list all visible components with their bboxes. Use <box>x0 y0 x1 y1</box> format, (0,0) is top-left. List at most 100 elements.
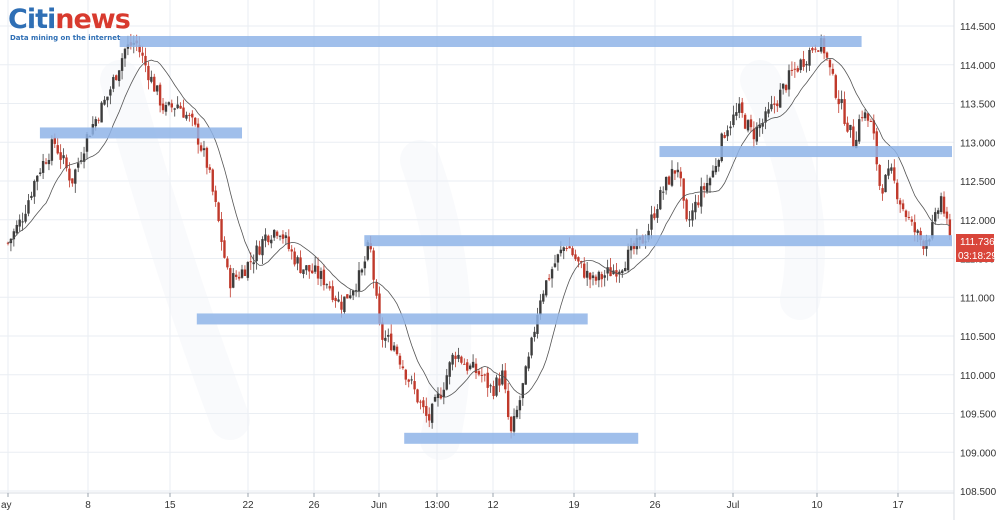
candle-body <box>626 249 630 271</box>
x-tick-labels: ay 8 15 22 26 Jun 13:00 12 19 26 Jul 10 17 <box>1 493 904 511</box>
candle <box>480 367 484 383</box>
candle <box>346 294 349 299</box>
watermark <box>100 60 825 460</box>
candle-body <box>205 147 209 168</box>
candle-body <box>934 212 937 222</box>
candle-body <box>463 363 466 365</box>
candle-body <box>395 346 399 355</box>
candle-body <box>153 76 156 92</box>
y-tick-label: 109.000 <box>960 448 997 459</box>
candle <box>430 402 434 429</box>
candle <box>793 61 797 78</box>
candle <box>752 121 756 148</box>
candle <box>691 203 694 227</box>
candle <box>144 47 147 73</box>
candle-body <box>907 216 911 218</box>
candle-body <box>679 171 682 179</box>
candle-body <box>621 270 624 274</box>
candle-body <box>211 169 214 192</box>
candle-body <box>278 235 282 237</box>
candle-body <box>562 247 565 251</box>
candle-body <box>237 276 241 279</box>
candle <box>562 246 565 260</box>
candle-body <box>6 242 10 244</box>
candle-body <box>65 157 68 169</box>
candle-body <box>79 160 83 162</box>
candle-body <box>454 355 457 359</box>
candle <box>612 264 615 275</box>
candle <box>202 140 206 157</box>
candle <box>781 83 785 95</box>
candle <box>583 257 586 279</box>
candle-body <box>670 168 674 186</box>
candle <box>825 51 829 62</box>
candle <box>363 256 367 276</box>
candle-body <box>583 263 586 278</box>
candle-body <box>761 122 764 127</box>
candle <box>433 394 437 403</box>
last-price-label: 111.736 <box>960 237 995 248</box>
candle <box>740 97 744 118</box>
candle-body <box>571 248 574 256</box>
candle <box>574 249 577 261</box>
candle-body <box>234 274 238 277</box>
candle-body <box>267 235 270 243</box>
candle-body <box>82 153 86 162</box>
watermark-stroke <box>100 60 250 440</box>
candle-body <box>331 286 334 300</box>
candle <box>653 206 656 221</box>
candle <box>261 236 264 265</box>
candle-body <box>565 247 568 249</box>
candle-body <box>176 104 179 109</box>
candle <box>234 270 238 280</box>
candle <box>425 397 428 423</box>
candle <box>673 170 677 180</box>
sr-zone <box>659 146 952 158</box>
candle-body <box>398 355 402 365</box>
candle-body <box>910 219 914 222</box>
candle-body <box>685 199 688 220</box>
candle-body <box>407 379 410 382</box>
candle <box>384 330 387 348</box>
candle <box>252 254 255 274</box>
candle-body <box>372 250 375 280</box>
candle <box>486 366 489 397</box>
candle-body <box>85 134 89 152</box>
candle <box>907 211 911 221</box>
candle <box>33 179 36 204</box>
candle-body <box>59 152 62 160</box>
candle <box>527 352 530 372</box>
candle <box>6 241 10 246</box>
candle <box>442 382 446 405</box>
candle-body <box>328 286 331 289</box>
candle <box>65 154 68 172</box>
candle-body <box>311 270 314 274</box>
candle <box>211 168 214 196</box>
candle <box>322 264 326 291</box>
candle <box>305 264 308 275</box>
candle-body <box>296 257 299 264</box>
candle <box>176 96 179 110</box>
candle <box>884 174 887 193</box>
candle-body <box>401 366 405 369</box>
candle-body <box>217 202 220 221</box>
candle <box>761 118 764 134</box>
candle-body <box>805 63 808 66</box>
candle-body <box>436 393 440 399</box>
candle <box>542 290 545 304</box>
y-tick-labels: 114.500 114.000 113.500 113.000 112.500 112.0… <box>960 22 997 498</box>
candle-body <box>881 188 884 194</box>
candle <box>860 110 864 122</box>
candle <box>588 271 592 289</box>
candle <box>79 151 83 165</box>
candle-body <box>533 331 536 338</box>
candle <box>123 47 127 67</box>
candle <box>805 61 808 73</box>
candle <box>679 167 682 187</box>
candle <box>164 101 168 116</box>
candle <box>585 262 589 286</box>
candle-body <box>270 239 273 244</box>
candle <box>395 344 399 356</box>
